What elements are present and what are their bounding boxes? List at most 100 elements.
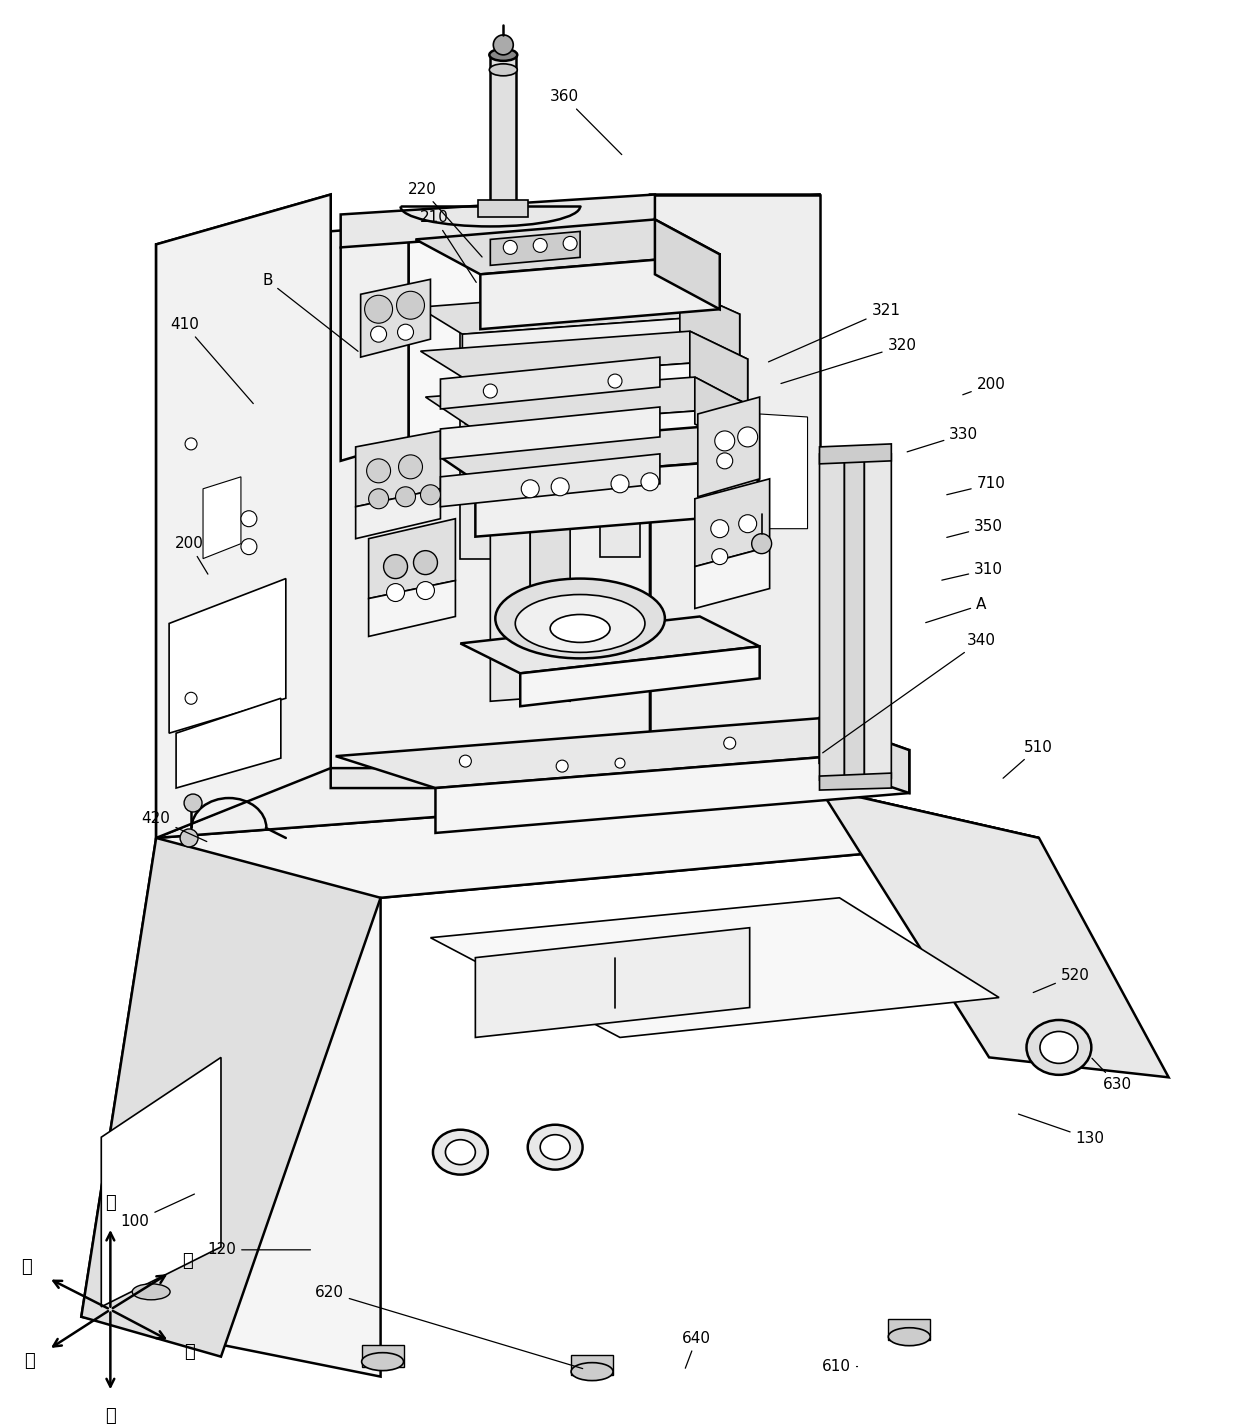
Polygon shape: [429, 427, 758, 481]
Text: 340: 340: [822, 634, 996, 753]
Polygon shape: [689, 331, 748, 404]
Text: 后: 后: [25, 1351, 36, 1370]
Polygon shape: [361, 280, 430, 357]
Polygon shape: [470, 407, 751, 474]
Circle shape: [641, 472, 658, 491]
Polygon shape: [156, 194, 331, 838]
Polygon shape: [694, 479, 770, 567]
Ellipse shape: [490, 49, 517, 61]
Polygon shape: [490, 301, 531, 701]
Polygon shape: [820, 718, 909, 793]
Ellipse shape: [1027, 1020, 1091, 1075]
Circle shape: [241, 511, 257, 527]
Polygon shape: [475, 459, 758, 537]
Circle shape: [180, 829, 198, 846]
Polygon shape: [650, 194, 820, 788]
Polygon shape: [572, 1354, 613, 1374]
Text: 上: 上: [105, 1407, 115, 1426]
Polygon shape: [650, 194, 820, 788]
Polygon shape: [440, 407, 660, 459]
Ellipse shape: [494, 34, 513, 54]
Circle shape: [739, 515, 756, 532]
Polygon shape: [694, 377, 751, 454]
Polygon shape: [415, 220, 719, 274]
Polygon shape: [440, 357, 660, 410]
Circle shape: [751, 534, 771, 554]
Text: 左: 左: [21, 1259, 32, 1276]
Circle shape: [738, 427, 758, 447]
Circle shape: [557, 761, 568, 772]
Polygon shape: [156, 194, 820, 838]
Ellipse shape: [433, 1130, 487, 1174]
Polygon shape: [588, 220, 655, 444]
Text: 360: 360: [549, 90, 621, 154]
Polygon shape: [420, 331, 748, 380]
Polygon shape: [356, 489, 440, 538]
Polygon shape: [341, 220, 408, 461]
Circle shape: [615, 758, 625, 768]
Polygon shape: [463, 314, 740, 377]
Text: 下: 下: [105, 1194, 115, 1212]
Polygon shape: [820, 788, 1168, 1077]
Polygon shape: [368, 519, 455, 598]
Polygon shape: [362, 1344, 403, 1367]
Circle shape: [417, 582, 434, 599]
Polygon shape: [475, 928, 750, 1037]
Polygon shape: [820, 773, 892, 791]
Circle shape: [396, 487, 415, 507]
Polygon shape: [694, 547, 770, 608]
Polygon shape: [460, 616, 760, 674]
Text: 310: 310: [942, 562, 1003, 581]
Polygon shape: [425, 377, 751, 427]
Circle shape: [398, 324, 413, 340]
Circle shape: [397, 291, 424, 320]
Circle shape: [365, 295, 393, 323]
Polygon shape: [203, 477, 241, 558]
Circle shape: [184, 793, 202, 812]
Text: 630: 630: [1092, 1059, 1132, 1092]
Circle shape: [387, 584, 404, 602]
Polygon shape: [156, 194, 331, 838]
Circle shape: [420, 485, 440, 505]
Polygon shape: [418, 287, 740, 334]
Polygon shape: [864, 454, 892, 781]
Text: 200: 200: [962, 377, 1006, 395]
Circle shape: [185, 438, 197, 450]
Text: 100: 100: [120, 1194, 195, 1229]
Text: 120: 120: [207, 1243, 310, 1257]
Circle shape: [711, 519, 729, 538]
Circle shape: [521, 479, 539, 498]
Text: 321: 321: [769, 303, 900, 362]
Polygon shape: [331, 768, 820, 788]
Text: 510: 510: [1003, 739, 1053, 778]
Text: B: B: [262, 273, 358, 351]
Polygon shape: [531, 301, 570, 701]
Polygon shape: [336, 718, 909, 788]
Text: A: A: [926, 598, 986, 622]
Text: 130: 130: [1018, 1114, 1105, 1146]
Circle shape: [551, 478, 569, 495]
Text: 330: 330: [908, 427, 978, 452]
Ellipse shape: [888, 1327, 930, 1346]
Text: 350: 350: [947, 519, 1003, 538]
Circle shape: [712, 548, 728, 565]
Polygon shape: [356, 431, 440, 507]
Polygon shape: [480, 254, 719, 330]
Text: 410: 410: [170, 317, 253, 404]
Ellipse shape: [445, 1140, 475, 1164]
Text: 前: 前: [182, 1253, 192, 1270]
Polygon shape: [479, 200, 528, 217]
Ellipse shape: [516, 595, 645, 652]
Circle shape: [484, 384, 497, 398]
Ellipse shape: [528, 1124, 583, 1170]
Polygon shape: [102, 1057, 221, 1307]
Polygon shape: [888, 1319, 930, 1340]
Polygon shape: [521, 646, 760, 706]
Polygon shape: [368, 581, 455, 636]
Circle shape: [459, 755, 471, 768]
Circle shape: [724, 738, 735, 749]
Polygon shape: [699, 427, 758, 514]
Polygon shape: [465, 360, 748, 424]
Polygon shape: [460, 310, 500, 558]
Circle shape: [563, 237, 577, 250]
